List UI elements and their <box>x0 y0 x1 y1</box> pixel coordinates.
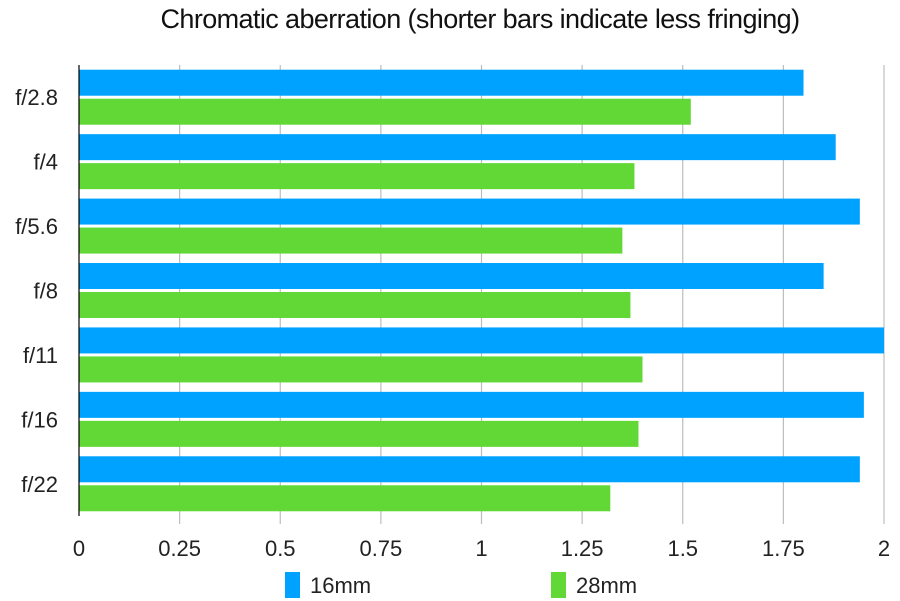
bar-28mm-f8 <box>79 292 631 318</box>
y-category-label: f/22 <box>21 472 58 497</box>
bar-28mm-f56 <box>79 227 623 254</box>
y-category-label: f/2.8 <box>15 85 58 110</box>
bar-28mm-f28 <box>79 98 691 125</box>
x-axis-ticks: 0 0.25 0.5 0.75 1 1.25 1.5 1.75 2 <box>73 536 890 561</box>
chart-title: Chromatic aberration (shorter bars indic… <box>160 4 801 34</box>
bar-16mm-f4 <box>79 134 836 161</box>
x-tick-label: 1 <box>475 536 487 561</box>
y-category-label: f/5.6 <box>15 214 58 239</box>
x-tick-label: 0.5 <box>265 536 296 561</box>
legend-label-16mm: 16mm <box>310 573 371 598</box>
bar-16mm-f28 <box>79 69 804 96</box>
y-category-label: f/16 <box>21 407 58 432</box>
bar-16mm-f56 <box>79 198 860 225</box>
legend: 16mm 28mm <box>285 572 637 598</box>
bar-28mm-f11 <box>79 356 643 383</box>
bar-28mm-f22 <box>79 485 611 512</box>
y-category-label: f/8 <box>34 279 58 304</box>
bar-28mm-f4 <box>79 163 635 190</box>
x-tick-label: 1.25 <box>561 536 604 561</box>
x-tick-label: 0.75 <box>359 536 402 561</box>
bar-16mm-f16 <box>79 391 864 418</box>
bar-16mm-f11 <box>79 327 884 354</box>
x-tick-label: 1.75 <box>762 536 805 561</box>
y-category-label: f/11 <box>23 343 58 368</box>
x-tick-label: 0.25 <box>158 536 201 561</box>
x-tick-label: 1.5 <box>667 536 698 561</box>
y-category-label: f/4 <box>34 150 58 175</box>
legend-label-28mm: 28mm <box>576 573 637 598</box>
legend-swatch-16mm <box>285 572 300 598</box>
bars <box>79 69 884 512</box>
y-axis-labels: f/2.8 f/4 f/5.6 f/8 f/11 f/16 f/22 <box>15 85 58 497</box>
bar-16mm-f22 <box>79 456 860 483</box>
x-tick-label: 2 <box>878 536 890 561</box>
legend-swatch-28mm <box>551 572 566 598</box>
x-tick-label: 0 <box>73 536 85 561</box>
bar-16mm-f8 <box>79 263 824 289</box>
bar-28mm-f16 <box>79 420 639 447</box>
